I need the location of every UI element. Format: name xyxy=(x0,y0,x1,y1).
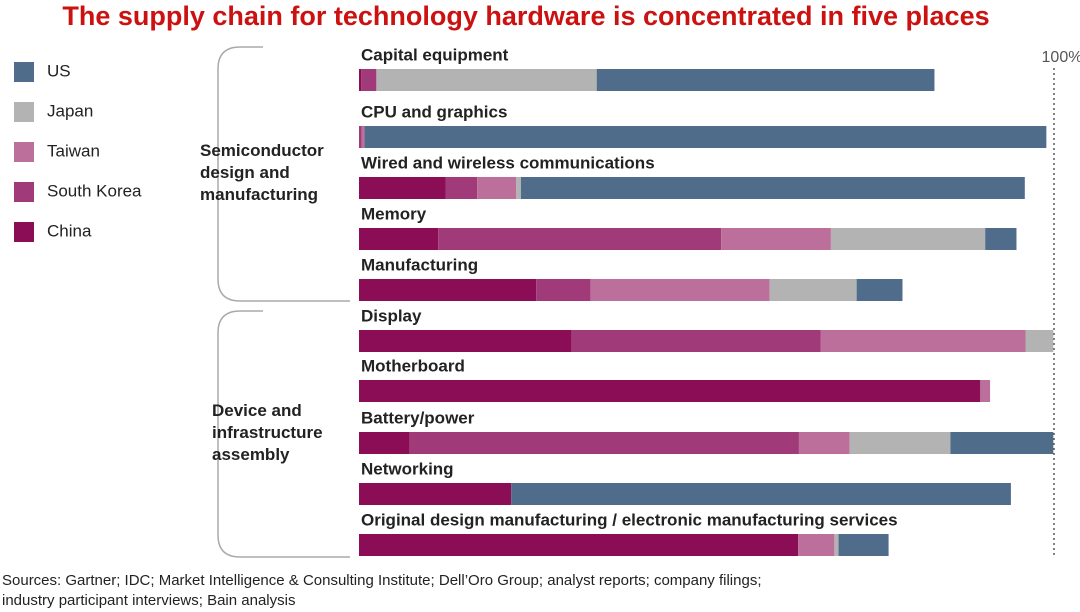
bar-segment xyxy=(769,279,857,301)
bar-segment xyxy=(985,228,1017,250)
source-line: Sources: Gartner; IDC; Market Intelligen… xyxy=(2,572,762,589)
category-label: Battery/power xyxy=(361,408,475,427)
category-label: Networking xyxy=(361,459,454,478)
bar-segment xyxy=(838,534,889,556)
legend-swatch xyxy=(14,62,34,82)
bar-segment xyxy=(409,432,799,454)
bar-segment xyxy=(511,483,1011,505)
x-tick-label: 100% xyxy=(1042,49,1080,66)
bar-segment xyxy=(980,380,991,402)
category-label: Memory xyxy=(361,204,427,223)
bar-segment xyxy=(820,330,1026,352)
legend-label: China xyxy=(47,221,92,240)
bar-segment xyxy=(364,126,1047,148)
bar-segment xyxy=(830,228,986,250)
bar-segment xyxy=(359,126,362,148)
bar-segment xyxy=(834,534,839,556)
bar-segment xyxy=(596,69,935,91)
bar-segment xyxy=(856,279,903,301)
bar-segment xyxy=(359,432,410,454)
category-label: Motherboard xyxy=(361,356,465,375)
source-line: industry participant interviews; Bain an… xyxy=(2,592,296,609)
bar-segment xyxy=(361,69,377,91)
category-label: Original design manufacturing / electron… xyxy=(361,510,898,529)
legend-label: Taiwan xyxy=(47,141,100,160)
bar-segment xyxy=(571,330,821,352)
bar-segment xyxy=(376,69,597,91)
bar-segment xyxy=(359,279,537,301)
bar-segment xyxy=(520,177,1025,199)
bar-segment xyxy=(721,228,831,250)
bar-segment xyxy=(359,69,362,91)
bar-segment xyxy=(438,228,722,250)
bar-segment xyxy=(516,177,521,199)
bar-segment xyxy=(849,432,951,454)
category-label: CPU and graphics xyxy=(361,102,507,121)
group-bracket xyxy=(217,310,350,558)
category-label: Wired and wireless communications xyxy=(361,153,655,172)
bar-segment xyxy=(798,534,835,556)
legend-label: US xyxy=(47,61,71,80)
legend-swatch xyxy=(14,182,34,202)
group-bracket xyxy=(217,46,350,302)
bar-segment xyxy=(361,126,365,148)
legend-label: Japan xyxy=(47,101,93,120)
legend-swatch xyxy=(14,222,34,242)
bar-segment xyxy=(798,432,850,454)
bar-segment xyxy=(359,380,981,402)
group-label: Semiconductor design and manufacturing xyxy=(200,141,324,204)
legend-label: South Korea xyxy=(47,181,142,200)
bar-segment xyxy=(950,432,1054,454)
legend-swatch xyxy=(14,102,34,122)
bar-segment xyxy=(359,228,439,250)
bar-segment xyxy=(590,279,770,301)
bar-segment xyxy=(359,534,799,556)
category-label: Manufacturing xyxy=(361,255,478,274)
bar-segment xyxy=(359,177,446,199)
bar-segment xyxy=(359,483,512,505)
legend-swatch xyxy=(14,142,34,162)
bar-segment xyxy=(536,279,591,301)
group-label: Device and infrastructure assembly xyxy=(212,401,323,464)
bar-segment xyxy=(359,330,572,352)
category-label: Display xyxy=(361,306,422,325)
bar-segment xyxy=(445,177,478,199)
bar-segment xyxy=(477,177,517,199)
category-label: Capital equipment xyxy=(361,45,509,64)
bar-segment xyxy=(1025,330,1054,352)
chart-title: The supply chain for technology hardware… xyxy=(62,1,989,31)
